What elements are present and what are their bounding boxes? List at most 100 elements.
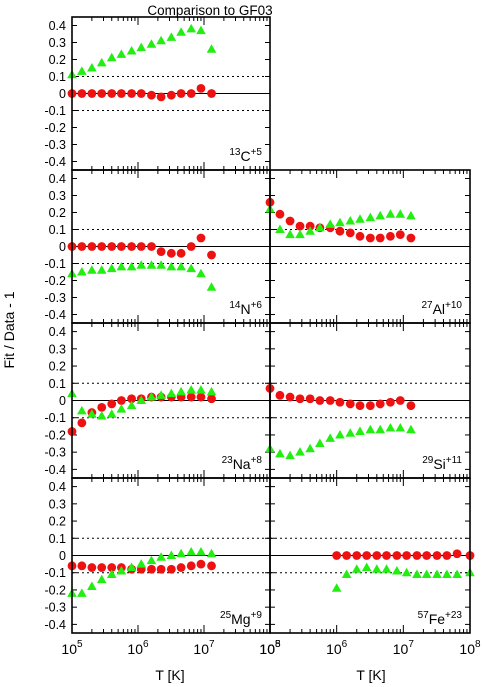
data-point-circle bbox=[127, 89, 137, 98]
panel-frame bbox=[269, 477, 471, 634]
data-point-circle bbox=[107, 563, 117, 572]
data-point-circle bbox=[186, 89, 196, 98]
data-point-circle bbox=[365, 233, 375, 243]
y-tick-label: -0.1 bbox=[44, 104, 66, 118]
data-point-triangle bbox=[106, 52, 117, 62]
data-point-triangle bbox=[156, 552, 166, 561]
panel-14n: -0.4 -0.3 -0.2 -0.1 0 0.1 0.2 0.3 0.4 14N+6 bbox=[44, 169, 271, 324]
y-tick-label: -0.1 bbox=[44, 411, 66, 425]
data-point-circle bbox=[375, 399, 385, 409]
data-point-circle bbox=[285, 392, 295, 402]
data-point-circle bbox=[352, 551, 362, 560]
data-point-triangle bbox=[87, 409, 97, 418]
data-point-circle bbox=[207, 250, 216, 260]
data-point-triangle bbox=[77, 588, 87, 597]
x-tick-label: 108 bbox=[259, 639, 281, 657]
data-point-circle bbox=[156, 247, 166, 256]
data-point-circle bbox=[196, 559, 206, 569]
data-point-circle bbox=[365, 401, 375, 411]
y-tick-label: 0.3 bbox=[49, 189, 66, 203]
data-point-triangle bbox=[361, 562, 372, 572]
y-tick-label: 0.2 bbox=[49, 360, 66, 374]
figure-title: Comparison to GF03 bbox=[147, 3, 272, 18]
data-point-triangle bbox=[345, 428, 356, 437]
data-point-triangle bbox=[385, 423, 396, 432]
data-point-triangle bbox=[166, 388, 177, 398]
data-point-circle bbox=[355, 401, 365, 411]
data-point-circle bbox=[375, 233, 385, 243]
data-point-triangle bbox=[395, 209, 406, 218]
data-point-triangle bbox=[385, 209, 396, 218]
data-point-circle bbox=[87, 242, 97, 251]
y-tick-label: -0.3 bbox=[44, 138, 66, 152]
data-point-triangle bbox=[331, 583, 342, 592]
data-point-circle bbox=[207, 394, 216, 404]
data-point-circle bbox=[372, 551, 382, 560]
data-point-triangle bbox=[136, 42, 147, 52]
data-point-circle bbox=[186, 392, 196, 402]
data-point-circle bbox=[335, 226, 345, 236]
data-point-circle bbox=[335, 397, 345, 407]
y-tick-label: 0.1 bbox=[49, 223, 66, 237]
y-tick-label: -0.4 bbox=[44, 155, 66, 169]
data-point-triangle bbox=[372, 564, 382, 573]
data-point-triangle bbox=[285, 229, 295, 239]
data-point-circle bbox=[382, 551, 391, 560]
data-point-triangle bbox=[77, 267, 87, 276]
y-tick-label: 0.4 bbox=[49, 325, 66, 339]
data-point-triangle bbox=[166, 261, 177, 271]
data-point-circle bbox=[136, 89, 146, 98]
data-point-circle bbox=[147, 90, 156, 100]
x-tick-label: 106 bbox=[127, 639, 149, 657]
data-point-circle bbox=[386, 397, 395, 407]
data-point-circle bbox=[362, 551, 372, 560]
data-point-circle bbox=[332, 551, 342, 560]
data-point-circle bbox=[77, 561, 87, 571]
data-point-triangle bbox=[406, 210, 416, 220]
ion-label: 14N+6 bbox=[229, 300, 262, 317]
x-axis-label-right: T [K] bbox=[356, 667, 385, 683]
y-tick-label: -0.2 bbox=[44, 428, 66, 442]
data-point-circle bbox=[166, 564, 176, 574]
data-point-triangle bbox=[401, 567, 412, 577]
data-point-triangle bbox=[116, 404, 127, 413]
data-point-triangle bbox=[126, 562, 137, 572]
data-point-circle bbox=[166, 248, 176, 258]
data-point-circle bbox=[176, 563, 186, 572]
data-point-triangle bbox=[136, 260, 147, 269]
data-point-circle bbox=[345, 399, 355, 409]
data-point-circle bbox=[412, 551, 422, 560]
data-point-triangle bbox=[325, 219, 336, 228]
data-point-circle bbox=[315, 396, 325, 405]
data-point-circle bbox=[127, 394, 137, 404]
y-tick-label: 0.4 bbox=[49, 480, 66, 494]
data-point-triangle bbox=[126, 261, 137, 271]
data-point-triangle bbox=[285, 450, 295, 460]
data-point-triangle bbox=[176, 548, 186, 558]
data-point-triangle bbox=[355, 214, 365, 223]
data-point-triangle bbox=[156, 390, 166, 399]
data-point-triangle bbox=[146, 392, 157, 401]
data-point-triangle bbox=[315, 222, 325, 232]
data-point-triangle bbox=[116, 49, 127, 58]
data-point-triangle bbox=[126, 400, 137, 410]
data-point-triangle bbox=[146, 555, 157, 565]
data-point-triangle bbox=[421, 569, 432, 578]
y-tick-label: -0.1 bbox=[44, 566, 66, 580]
data-point-triangle bbox=[166, 32, 177, 41]
panel-29si: 29Si+11 bbox=[265, 322, 471, 479]
data-point-triangle bbox=[176, 386, 186, 396]
data-point-triangle bbox=[351, 564, 362, 573]
data-point-circle bbox=[136, 242, 146, 251]
data-point-circle bbox=[342, 551, 352, 560]
x-tick-label: 106 bbox=[326, 639, 348, 657]
data-point-circle bbox=[196, 233, 206, 243]
data-point-circle bbox=[127, 242, 137, 251]
data-point-circle bbox=[196, 84, 206, 93]
data-point-triangle bbox=[196, 268, 206, 278]
data-point-triangle bbox=[295, 229, 305, 239]
y-tick-label: 0.4 bbox=[49, 172, 66, 186]
y-tick-label: 0.3 bbox=[49, 36, 66, 50]
